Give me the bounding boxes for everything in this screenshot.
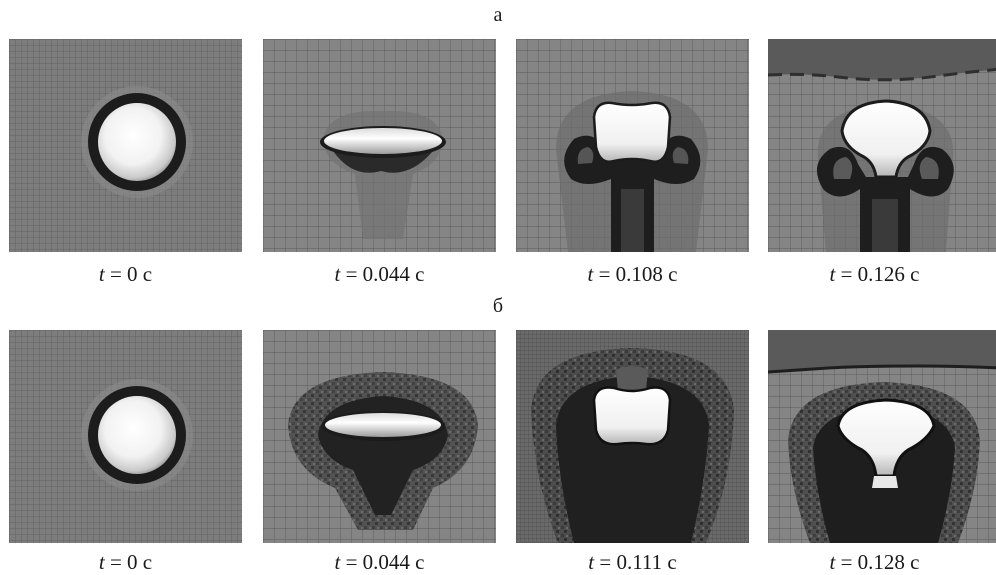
time-caption-b1: t = 0 с (98, 550, 153, 574)
simulation-panel-a1 (9, 39, 242, 252)
row-label-b: б (492, 295, 504, 317)
simulation-panel-b4 (768, 330, 996, 543)
simulation-panel-b3 (516, 330, 749, 543)
time-caption-a1: t = 0 с (98, 262, 153, 286)
simulation-panel-b2 (263, 330, 496, 543)
time-caption-a3: t = 0.108 с (587, 262, 678, 286)
time-caption-b3: t = 0.111 с (588, 550, 677, 574)
simulation-panel-a3 (516, 39, 749, 252)
simulation-panel-a2 (263, 39, 496, 252)
time-caption-b4: t = 0.128 с (829, 550, 920, 574)
time-caption-a2: t = 0.044 с (334, 262, 425, 286)
time-caption-b2: t = 0.044 с (334, 550, 425, 574)
row-label-a: а (493, 4, 503, 26)
time-caption-a4: t = 0.126 с (829, 262, 920, 286)
simulation-panel-b1 (9, 330, 242, 543)
simulation-panel-a4 (768, 39, 996, 252)
